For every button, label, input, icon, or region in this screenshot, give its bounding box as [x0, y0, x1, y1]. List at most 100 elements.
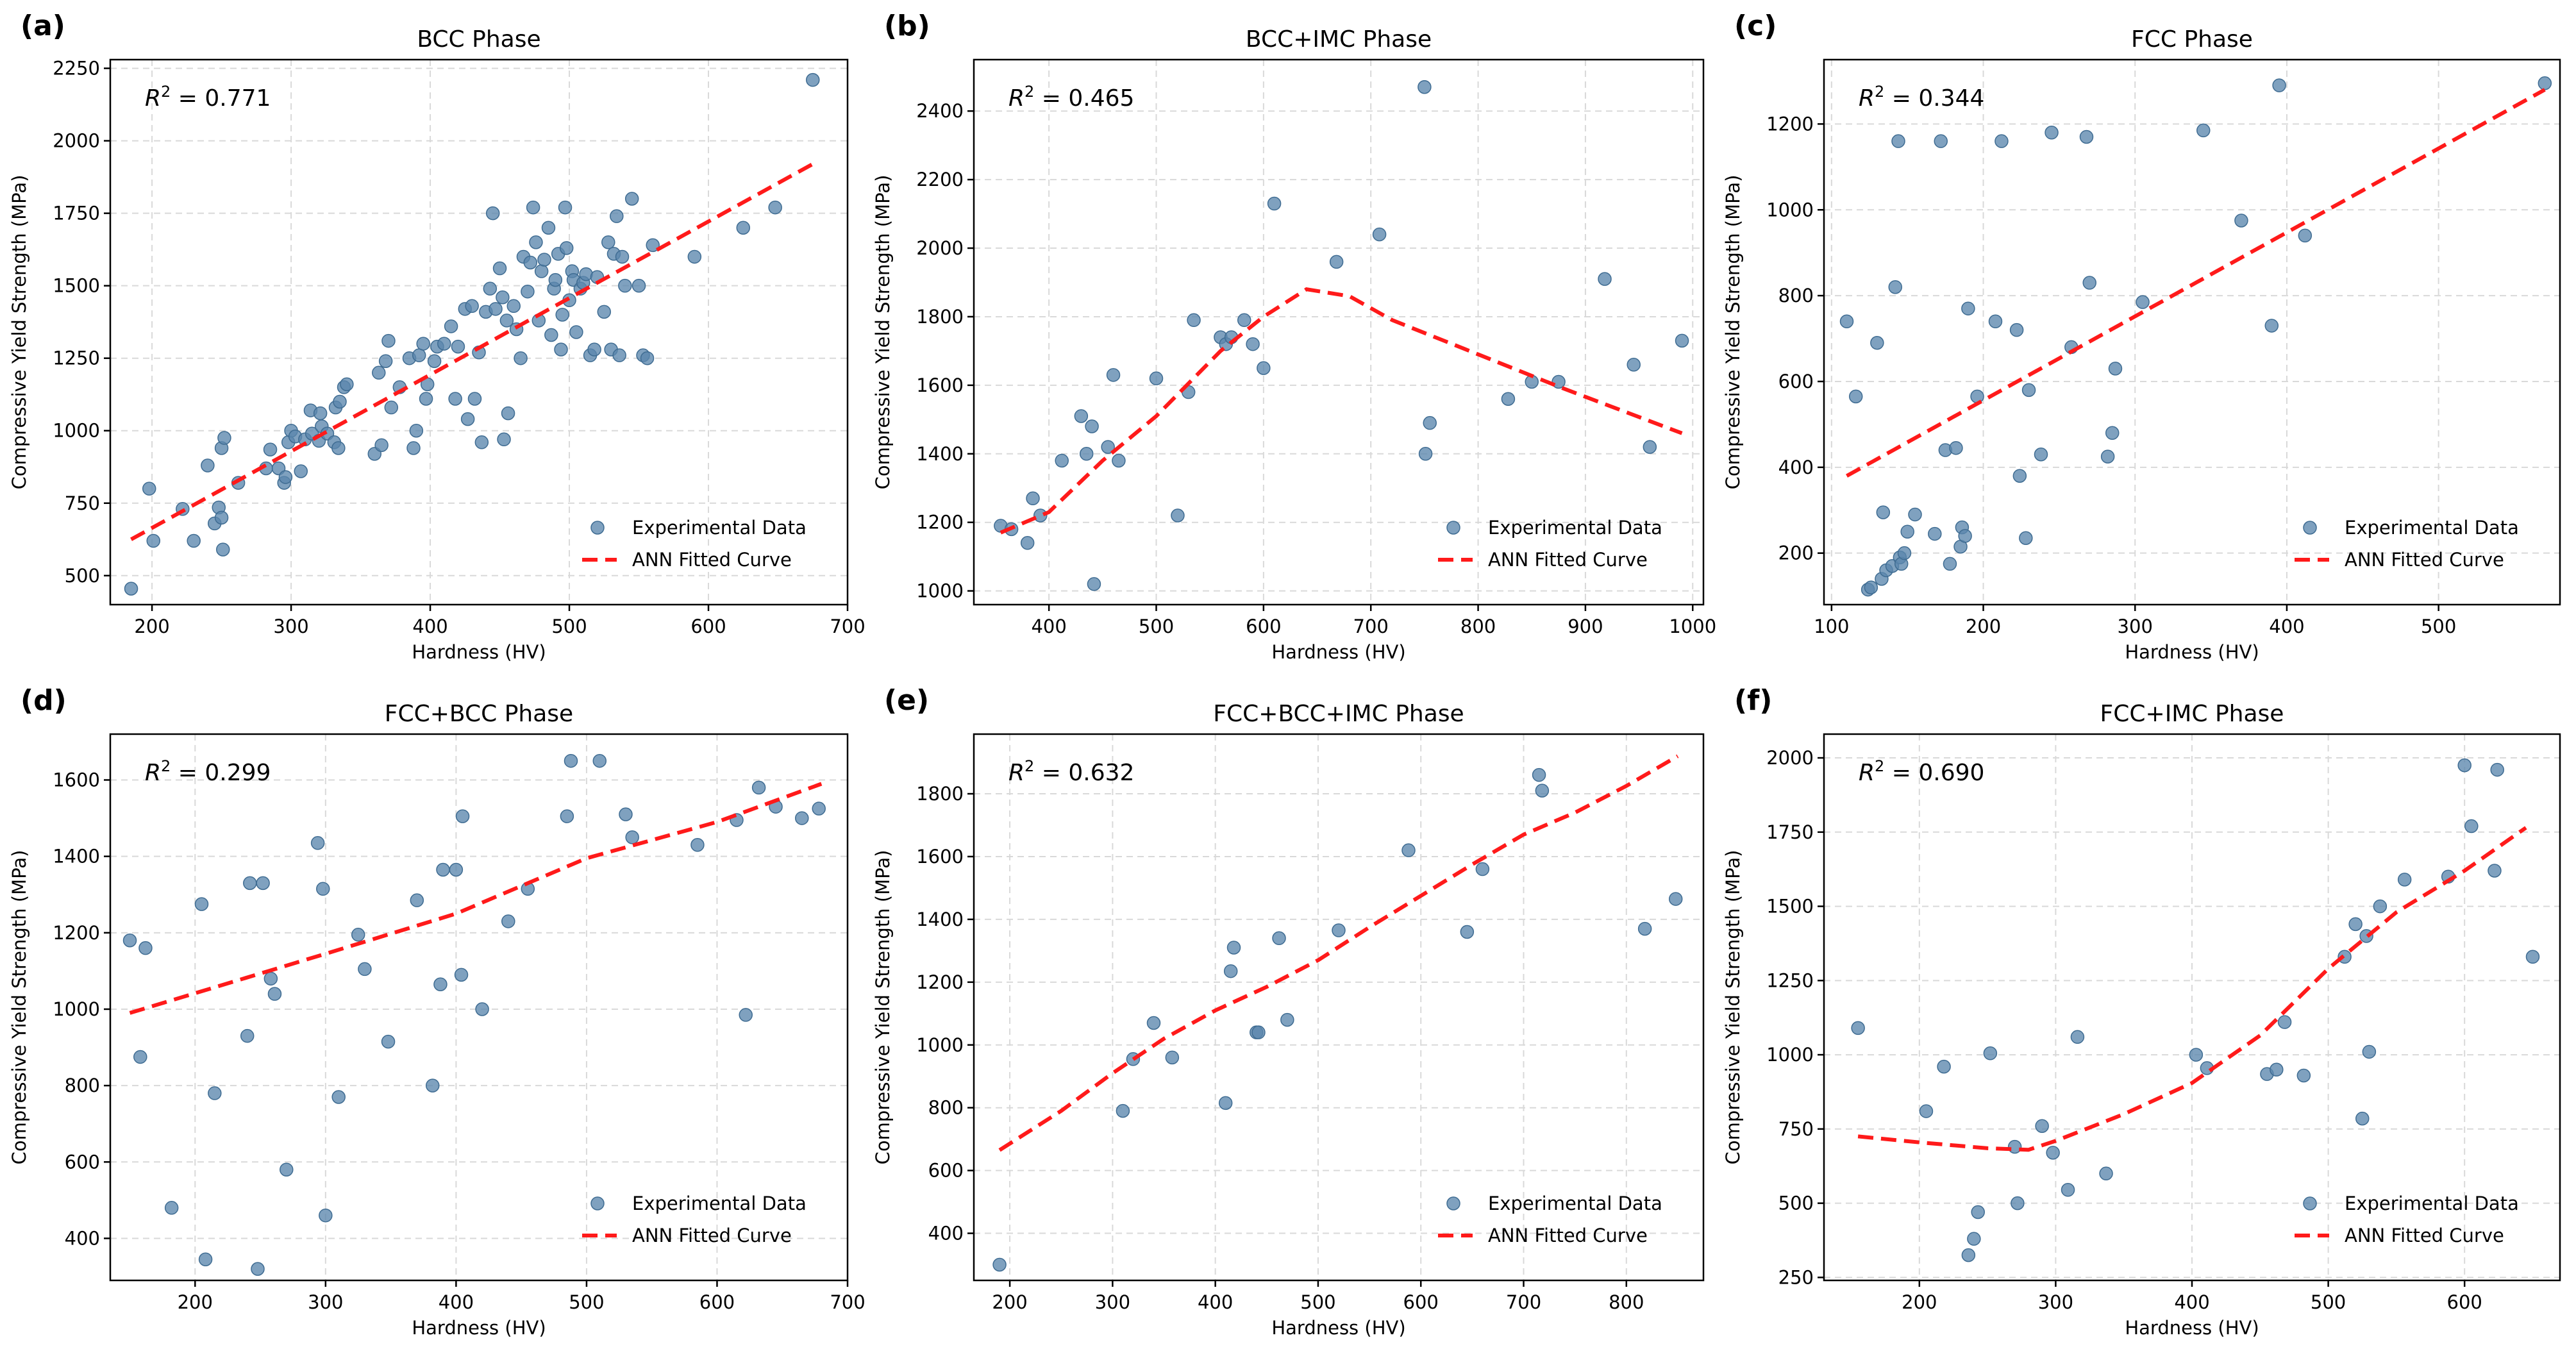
y-tick-label: 1600	[916, 846, 964, 867]
r-squared-symbol: R	[1008, 760, 1025, 786]
r-squared-annotation: R2 = 0.299	[145, 757, 271, 786]
data-point	[768, 200, 782, 215]
data-point	[1460, 925, 1475, 939]
data-point	[1146, 1016, 1161, 1030]
r-squared-symbol: R	[1008, 85, 1025, 112]
y-axis-label: Compressive Yield Strength (MPa)	[1722, 175, 1744, 490]
data-point	[537, 253, 551, 267]
y-tick-label: 1600	[916, 374, 964, 396]
data-point	[243, 876, 257, 891]
y-tick-label: 1800	[916, 306, 964, 328]
data-point	[624, 192, 639, 206]
y-tick-label: 600	[1778, 371, 1814, 392]
legend-label-ann: ANN Fitted Curve	[1488, 1225, 1648, 1246]
y-tick-label: 500	[1778, 1193, 1814, 1214]
data-point	[1251, 1025, 1266, 1039]
data-point	[358, 962, 372, 976]
data-point	[1272, 931, 1286, 946]
data-point	[534, 264, 549, 278]
chart-title: FCC+IMC Phase	[2100, 701, 2284, 727]
data-point	[587, 342, 601, 356]
data-point	[2525, 950, 2540, 964]
ann-fitted-curve	[129, 782, 823, 1015]
data-point	[187, 533, 201, 548]
y-tick-label: 600	[928, 1160, 964, 1182]
data-point	[1627, 358, 1641, 372]
data-point	[564, 753, 578, 768]
data-point	[625, 830, 639, 844]
data-point	[751, 780, 766, 795]
data-point	[2355, 1111, 2370, 1126]
data-point	[1668, 892, 1683, 906]
data-point	[501, 914, 515, 928]
data-point	[1267, 196, 1282, 211]
data-point	[592, 753, 607, 768]
data-point	[2277, 1015, 2292, 1029]
data-point	[410, 893, 424, 907]
data-point	[1257, 361, 1271, 375]
data-point	[416, 337, 430, 351]
data-point	[612, 348, 626, 362]
x-tick-label: 900	[1568, 616, 1603, 637]
data-point	[1475, 862, 1490, 876]
data-point	[1637, 921, 1652, 936]
r-squared-exponent: 2	[1025, 83, 1034, 101]
data-point	[2046, 1146, 2060, 1160]
legend-label-ann: ANN Fitted Curve	[632, 549, 792, 571]
r-squared-annotation: R2 = 0.465	[1008, 83, 1134, 112]
x-tick-label: 200	[992, 1291, 1027, 1313]
plot-frame	[1823, 58, 2561, 606]
data-point	[2079, 130, 2094, 144]
panel-label: (e)	[884, 684, 929, 717]
data-point	[1149, 371, 1164, 385]
data-point	[2007, 1139, 2022, 1154]
r-squared-annotation: R2 = 0.632	[1008, 757, 1134, 786]
data-point	[138, 941, 153, 955]
legend-label-ann: ANN Fitted Curve	[2345, 549, 2504, 571]
y-axis-label: Compressive Yield Strength (MPa)	[1722, 850, 1744, 1165]
plot-frame	[973, 58, 1705, 606]
data-point	[433, 977, 447, 992]
data-point	[310, 836, 325, 850]
data-point	[1961, 1248, 1976, 1262]
data-point	[1839, 314, 1854, 329]
data-point	[499, 314, 514, 328]
data-point	[208, 1086, 222, 1100]
y-tick-label: 1000	[916, 1034, 964, 1056]
data-point	[1116, 1103, 1130, 1118]
x-tick-label: 500	[1300, 1291, 1335, 1313]
x-tick-label: 1000	[1669, 616, 1716, 637]
chart-title: FCC+BCC Phase	[385, 701, 573, 727]
data-point	[1983, 1046, 1998, 1060]
r-squared-annotation: R2 = 0.771	[145, 83, 271, 112]
data-point	[2362, 1044, 2377, 1059]
plot-frame	[109, 733, 849, 1282]
y-tick-label: 1000	[1766, 199, 1814, 221]
data-point	[1079, 447, 1094, 461]
y-tick-label: 2250	[53, 58, 100, 80]
x-tick-label: 700	[1506, 1291, 1541, 1313]
y-tick-label: 2000	[53, 130, 100, 152]
chart-title: BCC Phase	[417, 26, 540, 53]
data-point	[448, 392, 462, 406]
data-point	[631, 278, 646, 293]
data-point	[1106, 368, 1121, 382]
x-tick-label: 400	[439, 1291, 474, 1313]
data-point	[739, 1008, 753, 1022]
panel-label: (f)	[1734, 684, 1772, 717]
data-point	[2105, 426, 2120, 440]
data-point	[1961, 301, 1975, 315]
data-point	[483, 281, 498, 296]
chart-title: FCC Phase	[2131, 26, 2253, 53]
data-point	[1418, 80, 1432, 94]
x-tick-label: 300	[308, 1291, 343, 1313]
y-tick-label: 400	[65, 1227, 100, 1249]
data-point	[795, 811, 809, 825]
data-point	[1085, 419, 1099, 433]
data-point	[194, 897, 209, 911]
data-point	[1949, 440, 1963, 455]
x-tick-label: 800	[1609, 1291, 1644, 1313]
data-point	[2490, 762, 2504, 777]
data-point	[142, 482, 156, 496]
y-tick-label: 750	[1778, 1118, 1814, 1140]
